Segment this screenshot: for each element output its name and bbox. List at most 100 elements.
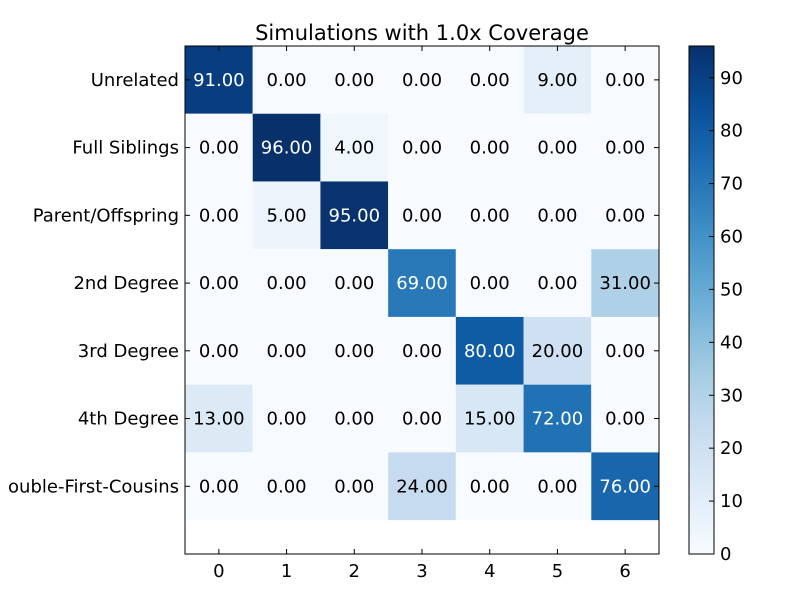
- y-tick-label: 3rd Degree: [78, 341, 179, 362]
- x-tick-label: 2: [349, 561, 360, 582]
- colorbar-tick-label: 90: [720, 68, 743, 89]
- cell-value-label: 0.00: [537, 476, 577, 497]
- heatmap-cell: [591, 113, 659, 182]
- cell-value-label: 0.00: [334, 409, 374, 430]
- heatmap-cell: [185, 181, 253, 250]
- heatmap-cell: [252, 46, 321, 114]
- heatmap-cell: [252, 249, 321, 317]
- cell-value-label: 0.00: [402, 341, 442, 362]
- cell-value-label: 0.00: [267, 70, 307, 91]
- cell-value-label: 0.00: [537, 205, 577, 226]
- cell-value-label: 76.00: [599, 476, 651, 497]
- cell-value-label: 31.00: [599, 273, 651, 294]
- cell-value-label: 0.00: [267, 273, 307, 294]
- heatmap-cells: [185, 46, 659, 521]
- y-tick-label: Parent/Offspring: [33, 205, 179, 226]
- colorbar-tick-label: 30: [720, 385, 743, 406]
- heatmap-cell: [185, 113, 253, 182]
- heatmap-cell: [523, 249, 592, 317]
- heatmap-cell: [252, 113, 321, 182]
- colorbar-tick-label: 20: [720, 438, 743, 459]
- heatmap-cell: [591, 316, 659, 385]
- cell-value-label: 24.00: [396, 476, 448, 497]
- cell-value-label: 0.00: [605, 138, 645, 159]
- cell-value-label: 13.00: [193, 409, 245, 430]
- heatmap-cell: [320, 113, 389, 182]
- heatmap-cell: [185, 384, 253, 453]
- colorbar-tick-label: 60: [720, 227, 743, 248]
- heatmap-cell: [320, 452, 389, 521]
- colorbar-tick-label: 10: [720, 491, 743, 512]
- cell-value-label: 96.00: [261, 138, 313, 159]
- x-axis-ticks: 0 1 2 3 4 5 6: [213, 46, 631, 582]
- cell-value-label: 0.00: [537, 273, 577, 294]
- heatmap-cell: [185, 316, 253, 385]
- colorbar-tick-label: 80: [720, 121, 743, 142]
- colorbar-tick-label: 50: [720, 279, 743, 300]
- cell-value-label: 0.00: [605, 409, 645, 430]
- cell-value-label: 0.00: [402, 409, 442, 430]
- y-tick-label: Unrelated: [91, 70, 179, 91]
- heatmap-cell: [523, 113, 592, 182]
- heatmap-cell-labels: 91.00 0.00 0.00 0.00 0.00 9.00 0.00 0.00 96.00 4.…: [193, 70, 651, 497]
- cell-value-label: 0.00: [470, 70, 510, 91]
- heatmap-cell: [591, 384, 659, 453]
- heatmap-cell: [455, 181, 524, 250]
- heatmap-cell: [252, 316, 321, 385]
- heatmap-cell: [523, 181, 592, 250]
- x-tick-label: 1: [281, 561, 292, 582]
- y-axis-ticks: Unrelated Full Siblings Parent/Offspring 2n…: [8, 70, 659, 497]
- cell-value-label: 0.00: [334, 341, 374, 362]
- cell-value-label: 0.00: [267, 476, 307, 497]
- cell-value-label: 0.00: [470, 476, 510, 497]
- cell-value-label: 91.00: [193, 70, 245, 91]
- cell-value-label: 4.00: [334, 138, 374, 159]
- cell-value-label: 0.00: [199, 138, 239, 159]
- heatmap-cell: [185, 249, 253, 317]
- cell-value-label: 80.00: [464, 341, 516, 362]
- cell-value-label: 15.00: [464, 409, 516, 430]
- cell-value-label: 0.00: [402, 138, 442, 159]
- heatmap-cell: [523, 452, 592, 521]
- heatmap-cell: [252, 181, 321, 250]
- heatmap-cell: [320, 249, 389, 317]
- colorbar: [688, 45, 715, 555]
- cell-value-label: 0.00: [537, 138, 577, 159]
- colorbar-tick-label: 70: [720, 174, 743, 195]
- cell-value-label: 95.00: [329, 205, 381, 226]
- y-tick-label: 2nd Degree: [73, 273, 179, 294]
- heatmap-cell: [388, 181, 456, 250]
- heatmap-cell: [591, 249, 659, 317]
- heatmap-cell: [455, 249, 524, 317]
- y-tick-label: 4th Degree: [78, 409, 179, 430]
- heatmap-cell: [455, 316, 524, 385]
- cell-value-label: 72.00: [532, 409, 584, 430]
- cell-value-label: 0.00: [267, 409, 307, 430]
- cell-value-label: 0.00: [199, 341, 239, 362]
- cell-value-label: 0.00: [605, 341, 645, 362]
- heatmap-cell: [320, 384, 389, 453]
- heatmap-cell: [455, 384, 524, 453]
- x-tick-label: 0: [213, 561, 224, 582]
- cell-value-label: 0.00: [605, 70, 645, 91]
- heatmap-cell: [320, 316, 389, 385]
- heatmap-cell: [591, 181, 659, 250]
- cell-value-label: 0.00: [402, 205, 442, 226]
- heatmap-cell: [320, 181, 389, 250]
- cell-value-label: 20.00: [532, 341, 584, 362]
- heatmap-cell: [388, 46, 456, 114]
- x-tick-label: 3: [416, 561, 427, 582]
- cell-value-label: 0.00: [605, 205, 645, 226]
- colorbar-tick-label: 0: [720, 544, 731, 565]
- x-tick-label: 5: [552, 561, 563, 582]
- cell-value-label: 9.00: [537, 70, 577, 91]
- heatmap-cell: [252, 452, 321, 521]
- heatmap-cell: [523, 316, 592, 385]
- cell-value-label: 69.00: [396, 273, 448, 294]
- cell-value-label: 0.00: [199, 273, 239, 294]
- heatmap-cell: [455, 113, 524, 182]
- heatmap-cell: [388, 249, 456, 317]
- heatmap-cell: [185, 46, 253, 114]
- y-tick-label: Full Siblings: [72, 138, 179, 159]
